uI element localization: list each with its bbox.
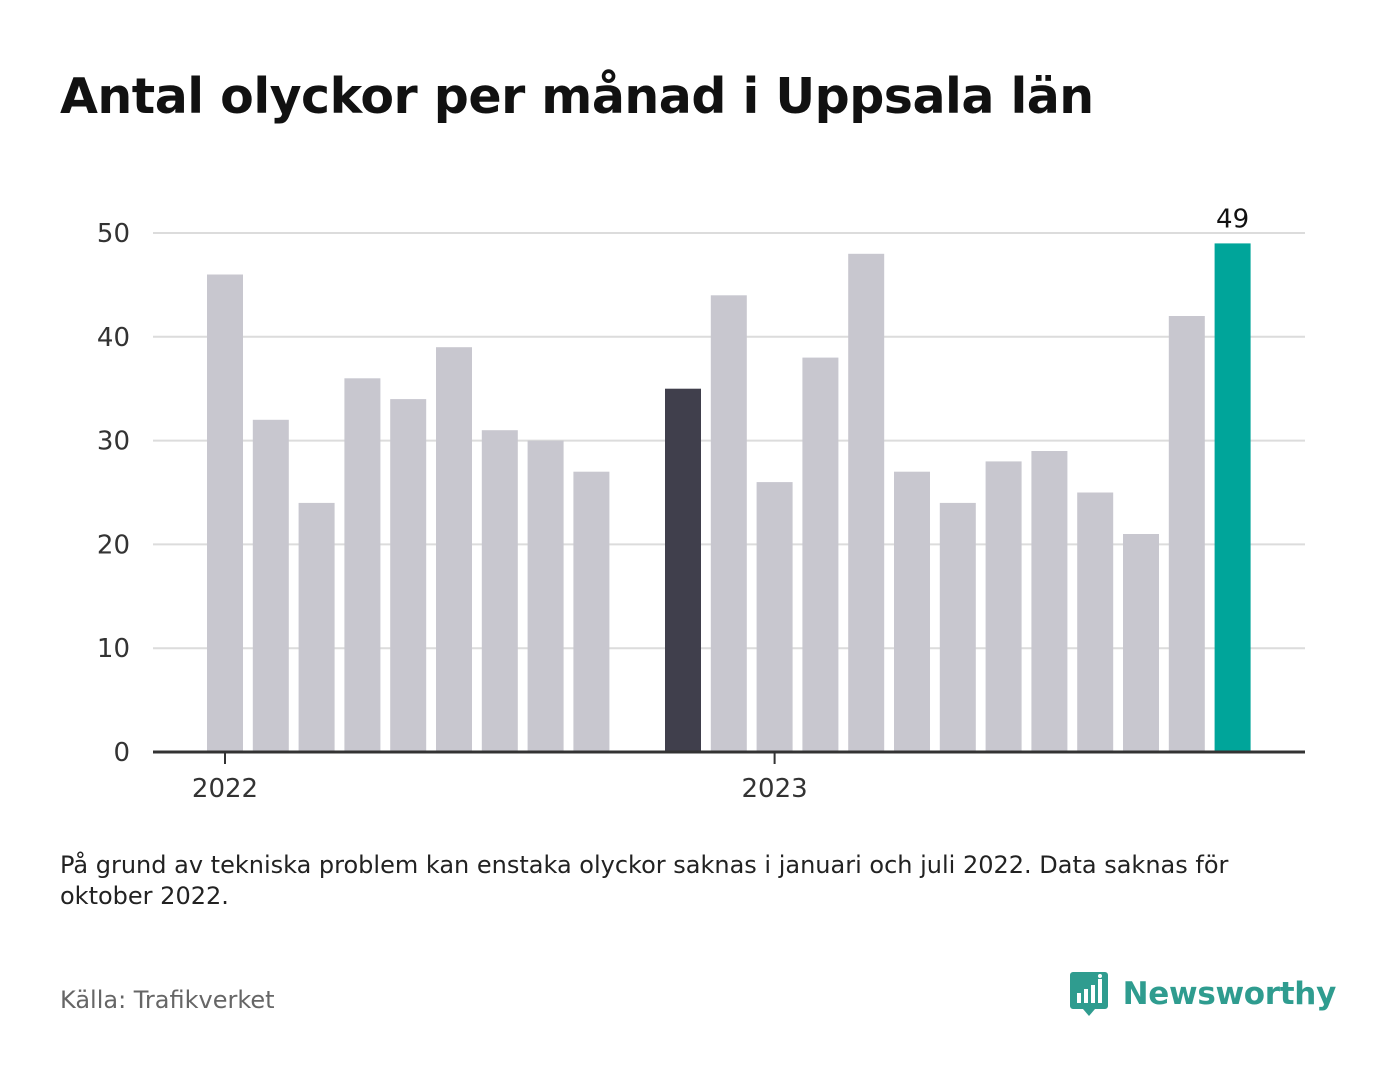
bar-2022-01 [207, 274, 243, 752]
bar-2022-12 [710, 295, 747, 752]
bar-2023-03 [848, 253, 885, 753]
bar-2022-03 [298, 502, 335, 752]
bar-2023-08 [1077, 492, 1114, 752]
brand-name: Newsworthy [1122, 976, 1337, 1012]
x-tick-label-2023: 2023 [742, 774, 808, 804]
y-tick-label-20: 20 [97, 530, 130, 560]
bar-2022-08 [527, 440, 564, 752]
bar-2022-07 [481, 430, 518, 752]
bar-2023-02 [802, 357, 839, 752]
bar-2022-06 [436, 347, 472, 752]
y-tick-label-10: 10 [97, 634, 130, 664]
bar-2023-11 [1214, 243, 1251, 752]
y-tick-label-50: 50 [97, 219, 130, 249]
newsworthy-logo[interactable]: Newsworthy [1069, 970, 1336, 1018]
x-tick-label-2022: 2022 [192, 774, 258, 804]
bar-2022-02 [252, 419, 289, 752]
bar-2022-11 [665, 388, 701, 752]
bar-2023-06 [985, 461, 1022, 752]
bar-2022-09 [573, 471, 610, 752]
bar-2022-05 [390, 399, 427, 752]
bar-2023-09 [1123, 534, 1159, 752]
axes [153, 750, 1305, 764]
bars [207, 243, 1251, 753]
bar-2023-01 [756, 482, 793, 752]
y-tick-label-30: 30 [97, 427, 130, 457]
chart-title: Antal olyckor per månad i Uppsala län [60, 68, 1094, 125]
bar-value-label: 49 [1216, 204, 1249, 234]
source-credit: Källa: Trafikverket [60, 986, 275, 1014]
bar-2023-07 [1031, 451, 1068, 752]
bar-2023-10 [1168, 316, 1205, 752]
newsworthy-logo-icon [1069, 972, 1108, 1016]
bar-chart: 0 10 20 30 40 50 49 2022 2023 [97, 204, 1305, 804]
footnote: På grund av tekniska problem kan enstaka… [60, 851, 1229, 910]
bar-2022-04 [344, 378, 381, 752]
labels: 0 10 20 30 40 50 49 2022 2023 [97, 204, 1249, 804]
bar-2023-04 [894, 471, 930, 752]
y-tick-label-40: 40 [97, 323, 130, 353]
bar-2023-05 [939, 502, 976, 752]
y-tick-label-0: 0 [113, 738, 130, 768]
